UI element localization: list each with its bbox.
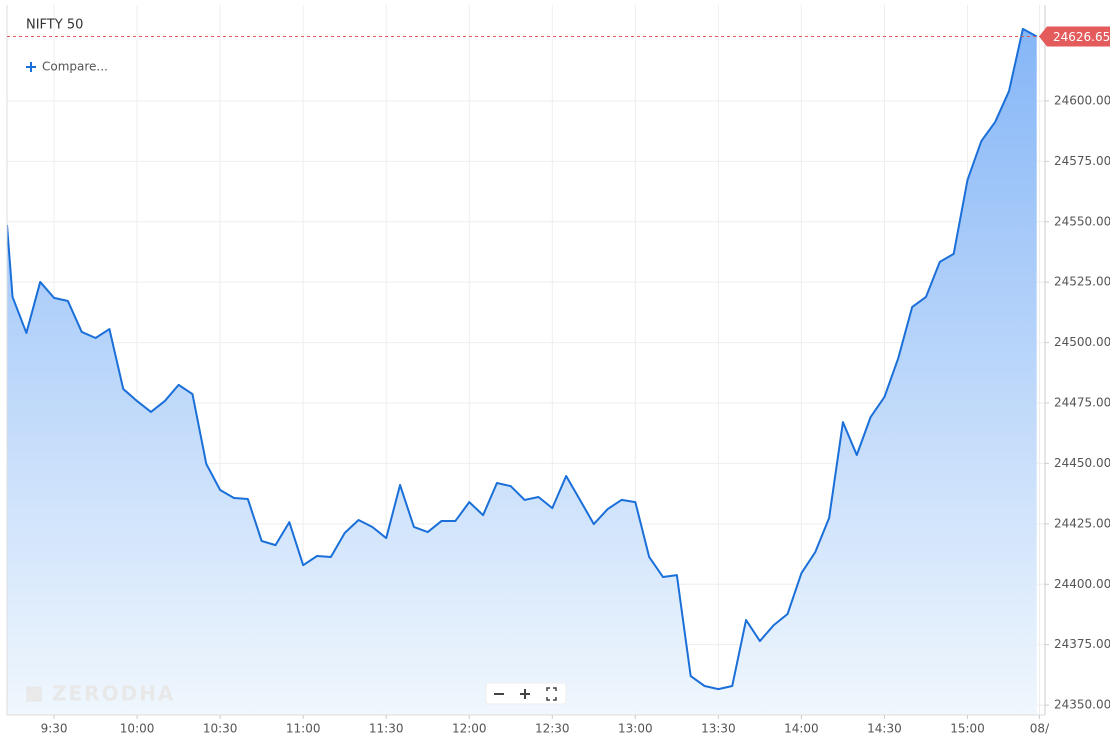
y-tick-label: 24375.00: [1054, 637, 1110, 651]
fullscreen[interactable]: [546, 687, 557, 701]
y-tick-label: 24550.00: [1054, 214, 1110, 228]
zoom-in[interactable]: [520, 689, 530, 699]
x-tick-label: 13:00: [618, 722, 653, 736]
compare-label[interactable]: Compare...: [42, 60, 108, 74]
y-tick-label: 24425.00: [1054, 516, 1110, 530]
last-price-tag: [1039, 26, 1110, 47]
y-tick-label: 24400.00: [1054, 577, 1110, 591]
watermark-text: ZERODHA: [52, 682, 175, 706]
line: [7, 27, 1038, 691]
y-tick-label: 24500.00: [1054, 335, 1110, 349]
last-price-label: 24626.65: [1053, 30, 1110, 44]
x-tick-label: 14:30: [867, 722, 902, 736]
x-tick-label: 14:00: [784, 722, 819, 736]
area: [7, 28, 1037, 715]
plus-icon: [26, 62, 36, 72]
y-tick-label: 24450.00: [1054, 456, 1110, 470]
x-tick-label: 12:00: [452, 722, 487, 736]
x-tick-label: 11:00: [286, 722, 321, 736]
x-tick-label: 15:00: [950, 722, 985, 736]
x-tick-label: 10:30: [203, 722, 238, 736]
compare-button[interactable]: Compare...: [26, 60, 108, 74]
x-tick-label: 11:30: [369, 722, 404, 736]
x-tick-label: 12:30: [535, 722, 570, 736]
x-tick-label: 08/: [1030, 722, 1050, 736]
chart-title: NIFTY 50: [26, 18, 83, 33]
y-tick-label: 24475.00: [1054, 396, 1110, 410]
watermark-logo: [26, 686, 42, 702]
y-tick-label: 24525.00: [1054, 275, 1110, 289]
x-tick-label: 10:00: [120, 722, 155, 736]
x-tick-label: 13:30: [701, 722, 736, 736]
y-tick-label: 24600.00: [1054, 93, 1110, 107]
y-tick-label: 24575.00: [1054, 154, 1110, 168]
watermark: ZERODHA: [26, 682, 175, 706]
plot: [7, 27, 1038, 715]
x-tick-label: 9:30: [41, 722, 68, 736]
y-tick-label: 24350.00: [1054, 698, 1110, 712]
zoom-controls: [485, 682, 567, 705]
